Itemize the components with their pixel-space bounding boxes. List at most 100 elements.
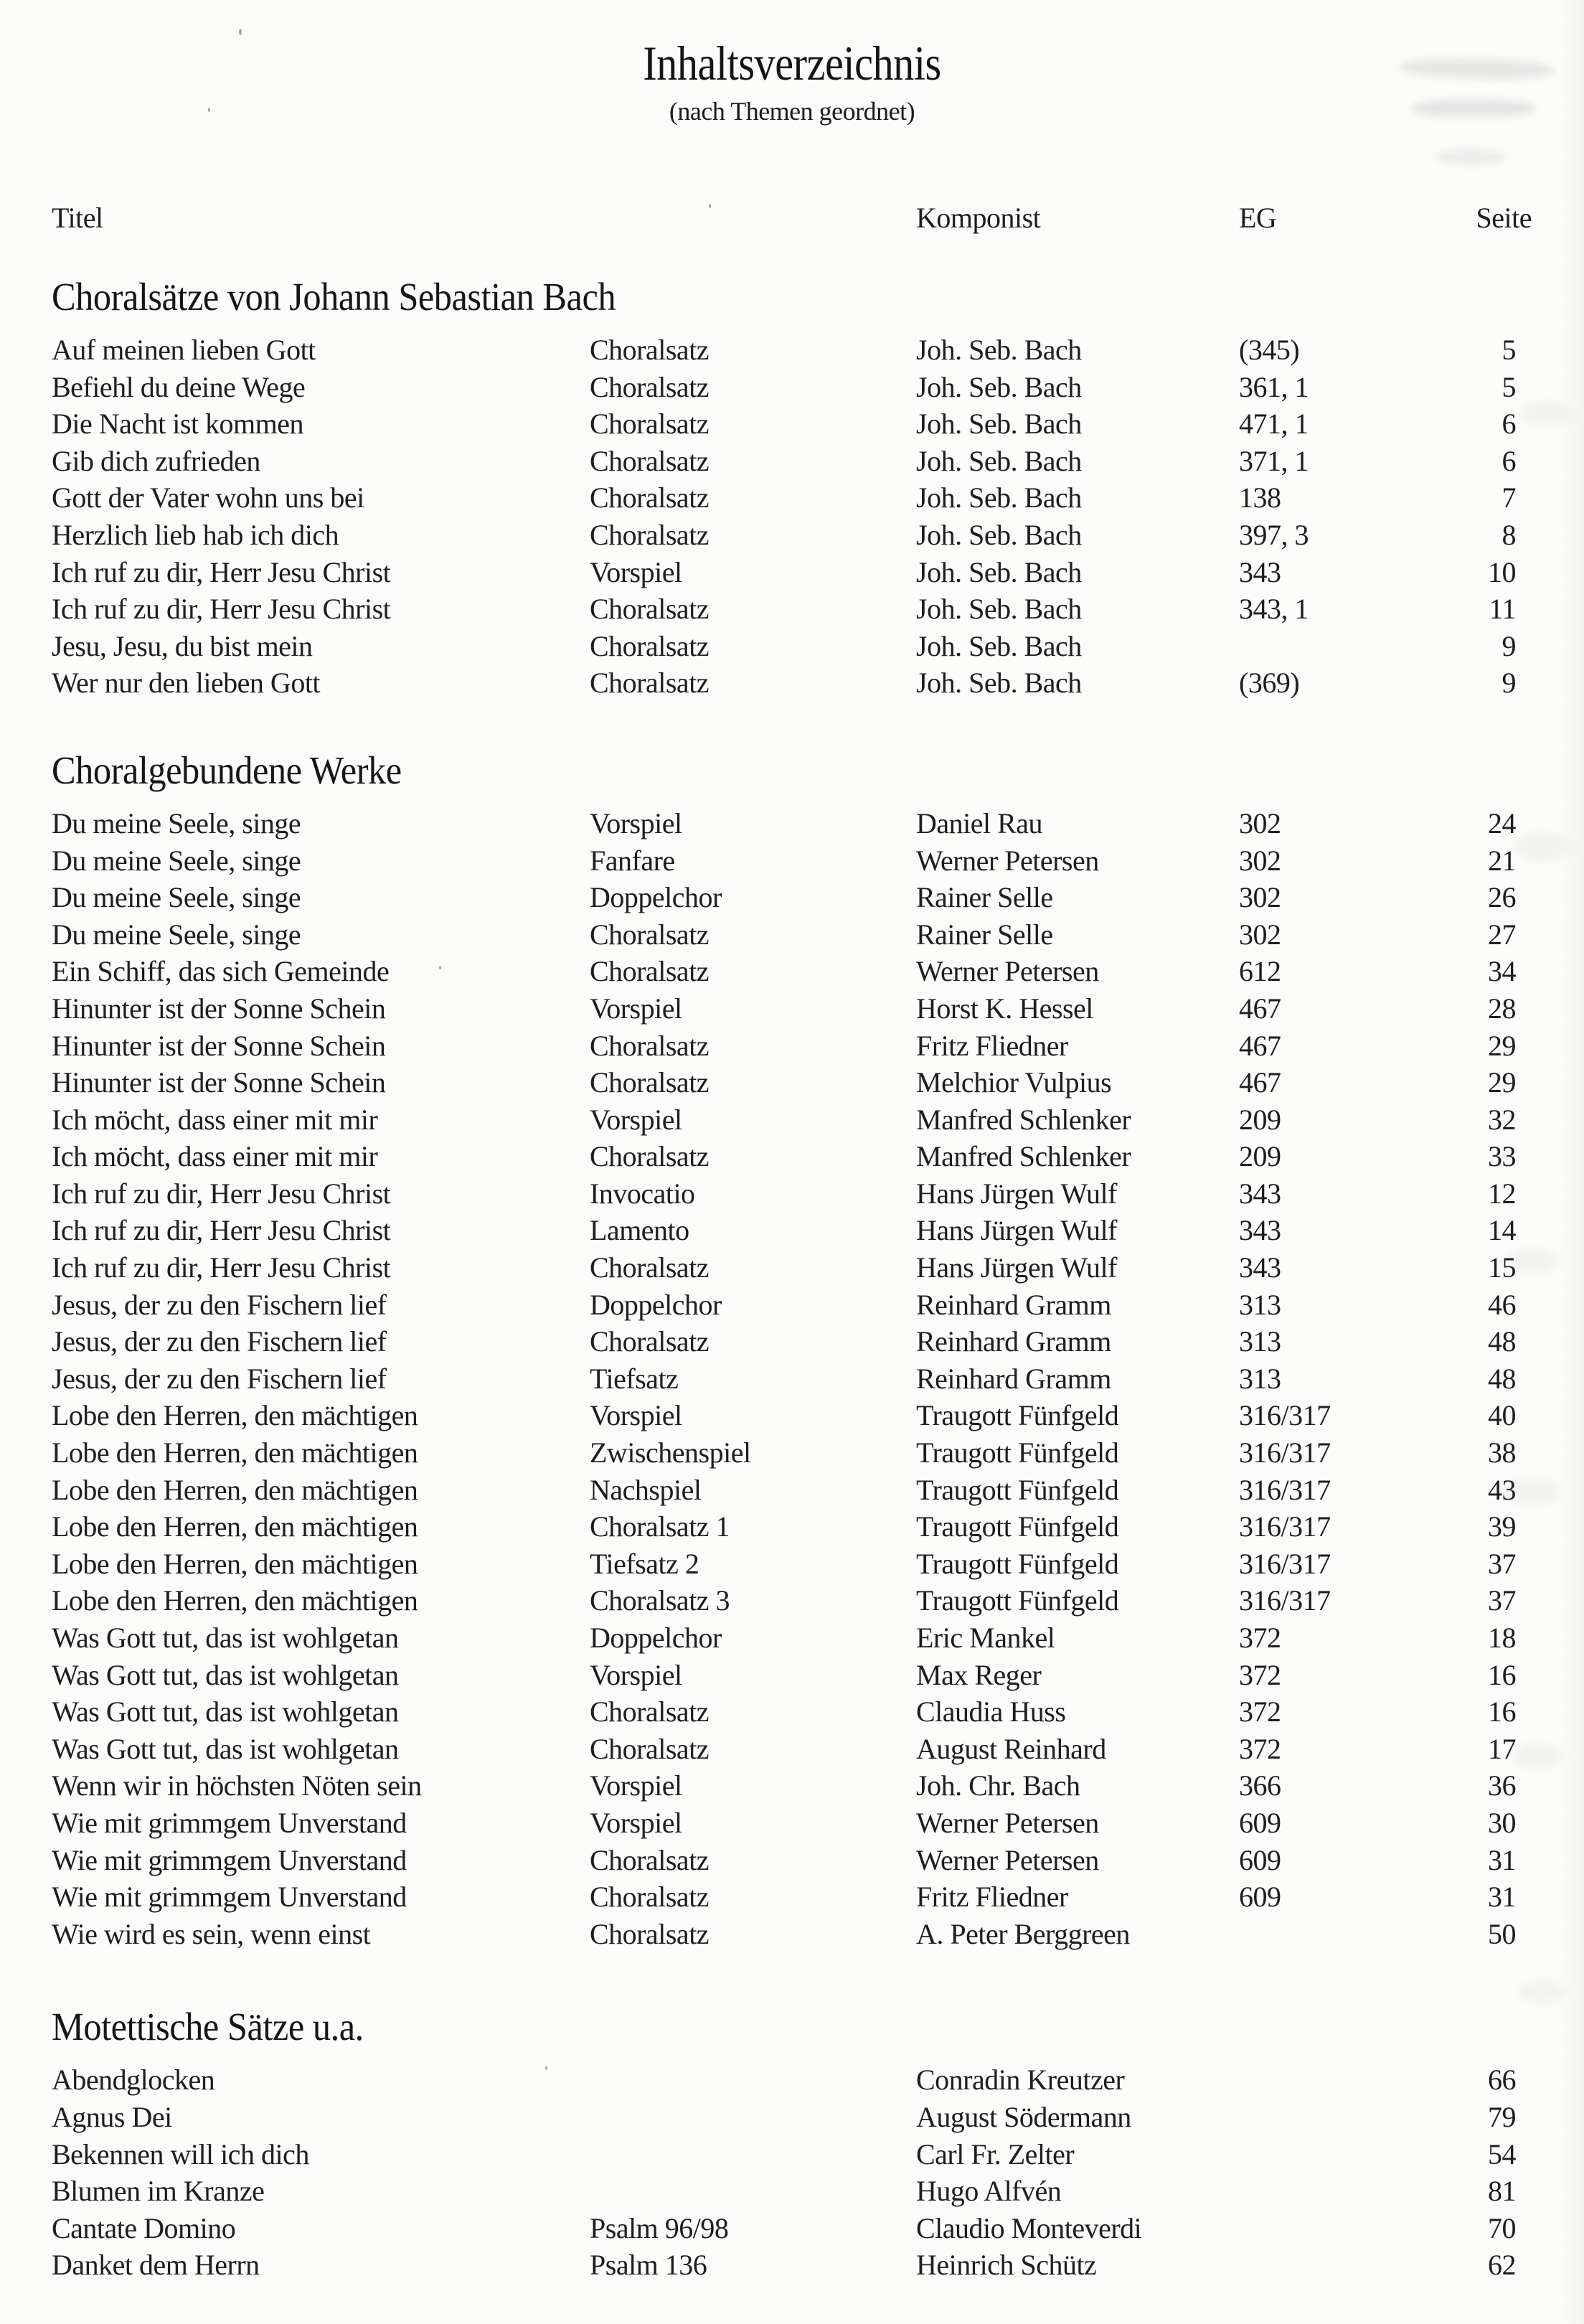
table-row: Ich möcht, dass einer mit mir Choralsatz… — [52, 1138, 1584, 1175]
cell-titel: Auf meinen lieben Gott — [52, 334, 316, 366]
table-row: Auf meinen lieben Gott Choralsatz Joh. S… — [52, 331, 1584, 369]
cell-titel: Wer nur den lieben Gott — [52, 667, 321, 700]
cell-titel: Wie mit grimmgem Unverstand — [52, 1881, 407, 1914]
table-row: Lobe den Herren, den mächtigen Vorspiel … — [52, 1397, 1584, 1434]
cell-seite: 40 — [1488, 1399, 1517, 1432]
cell-titel: Bekennen will ich dich — [52, 2137, 309, 2170]
cell-titel: Jesus, der zu den Fischern lief — [52, 1362, 387, 1395]
table-row: Ein Schiff, das sich Gemeinde Choralsatz… — [52, 953, 1584, 990]
cell-satz: Choralsatz — [590, 593, 710, 626]
column-header-komponist: Komponist — [916, 202, 1041, 234]
cell-titel: Ich ruf zu dir, Herr Jesu Christ — [52, 1214, 391, 1247]
table-row: Ich ruf zu dir, Herr Jesu Christ Chorals… — [52, 591, 1584, 628]
cell-titel: Agnus Dei — [52, 2100, 172, 2133]
cell-eg: 372 — [1239, 1622, 1281, 1654]
toc-section: Choralgebundene Werke Du meine Seele, si… — [0, 748, 1584, 1952]
cell-satz: Vorspiel — [590, 1769, 682, 1802]
cell-titel: Du meine Seele, singe — [52, 918, 301, 951]
cell-titel: Befiehl du deine Wege — [52, 370, 306, 403]
cell-seite: 81 — [1488, 2175, 1517, 2208]
table-row: Ich ruf zu dir, Herr Jesu Christ Lamento… — [52, 1212, 1584, 1249]
cell-eg: 316/317 — [1239, 1473, 1331, 1506]
cell-komponist: Fritz Fliedner — [916, 1881, 1068, 1914]
cell-satz: Vorspiel — [590, 1658, 682, 1691]
cell-komponist: Joh. Chr. Bach — [916, 1769, 1080, 1802]
toc-body: Choralsätze von Johann Sebastian Bach Au… — [0, 274, 1584, 2284]
section-heading: Choralgebundene Werke — [52, 749, 402, 793]
cell-satz: Vorspiel — [590, 1806, 682, 1839]
cell-satz: Choralsatz — [590, 1695, 710, 1728]
cell-seite: 29 — [1488, 1066, 1517, 1099]
cell-komponist: Joh. Seb. Bach — [916, 555, 1082, 588]
cell-seite: 6 — [1502, 408, 1517, 441]
cell-satz: Choralsatz — [590, 1140, 710, 1173]
table-row: Befiehl du deine Wege Choralsatz Joh. Se… — [52, 369, 1584, 406]
table-row: Hinunter ist der Sonne Schein Choralsatz… — [52, 1027, 1584, 1065]
table-row: Du meine Seele, singe Doppelchor Rainer … — [52, 879, 1584, 916]
table-row: Lobe den Herren, den mächtigen Tiefsatz … — [52, 1546, 1584, 1583]
cell-seite: 5 — [1502, 334, 1517, 366]
cell-satz: Choralsatz 1 — [590, 1510, 730, 1543]
cell-eg: 612 — [1239, 955, 1281, 988]
cell-titel: Ich ruf zu dir, Herr Jesu Christ — [52, 1177, 391, 1210]
table-row: Wie mit grimmgem Unverstand Choralsatz W… — [52, 1842, 1584, 1879]
cell-satz: Choralsatz — [590, 1881, 710, 1914]
cell-seite: 16 — [1488, 1658, 1517, 1691]
cell-komponist: Werner Petersen — [916, 1843, 1099, 1876]
cell-komponist: Joh. Seb. Bach — [916, 593, 1082, 626]
cell-seite: 7 — [1502, 481, 1517, 514]
cell-satz: Psalm 96/98 — [590, 2211, 729, 2244]
cell-komponist: Heinrich Schütz — [916, 2249, 1097, 2282]
cell-titel: Abendglocken — [52, 2064, 215, 2097]
table-row: Blumen im Kranze Hugo Alfvén 81 — [52, 2173, 1584, 2210]
cell-eg: 313 — [1239, 1288, 1281, 1321]
cell-titel: Wie mit grimmgem Unverstand — [52, 1843, 407, 1876]
table-row: Lobe den Herren, den mächtigen Zwischens… — [52, 1434, 1584, 1472]
cell-komponist: Traugott Fünfgeld — [916, 1547, 1119, 1580]
cell-komponist: August Södermann — [916, 2100, 1131, 2133]
cell-seite: 6 — [1502, 444, 1517, 477]
cell-eg: 609 — [1239, 1881, 1281, 1914]
cell-titel: Du meine Seele, singe — [52, 806, 301, 839]
cell-seite: 11 — [1489, 593, 1516, 626]
cell-eg: 372 — [1239, 1732, 1281, 1765]
cell-titel: Blumen im Kranze — [52, 2175, 265, 2208]
cell-titel: Ich ruf zu dir, Herr Jesu Christ — [52, 593, 391, 626]
cell-eg: 343 — [1239, 1177, 1281, 1210]
table-row: Gib dich zufrieden Choralsatz Joh. Seb. … — [52, 443, 1584, 480]
cell-eg: 471, 1 — [1239, 408, 1309, 441]
cell-seite: 27 — [1488, 918, 1517, 951]
cell-komponist: Reinhard Gramm — [916, 1362, 1111, 1395]
cell-titel: Lobe den Herren, den mächtigen — [52, 1510, 418, 1543]
cell-satz: Choralsatz — [590, 1843, 710, 1876]
cell-eg: 609 — [1239, 1843, 1281, 1876]
cell-satz: Choralsatz — [590, 1325, 710, 1358]
column-header-row: Titel Komponist EG Seite — [52, 199, 1584, 237]
cell-titel: Danket dem Herrn — [52, 2249, 260, 2282]
cell-titel: Lobe den Herren, den mächtigen — [52, 1547, 418, 1580]
cell-komponist: Daniel Rau — [916, 806, 1043, 839]
section-heading: Choralsätze von Johann Sebastian Bach — [52, 276, 616, 319]
table-row: Hinunter ist der Sonne Schein Vorspiel H… — [52, 990, 1584, 1027]
cell-eg: 302 — [1239, 918, 1281, 951]
cell-eg: 313 — [1239, 1362, 1281, 1395]
cell-satz: Lamento — [590, 1214, 689, 1247]
cell-komponist: Hans Jürgen Wulf — [916, 1177, 1118, 1210]
cell-komponist: Joh. Seb. Bach — [916, 481, 1082, 514]
table-row: Bekennen will ich dich Carl Fr. Zelter 5… — [52, 2136, 1584, 2173]
cell-satz: Choralsatz — [590, 1029, 710, 1062]
cell-komponist: August Reinhard — [916, 1732, 1106, 1765]
cell-eg: 343 — [1239, 1251, 1281, 1284]
cell-komponist: Hans Jürgen Wulf — [916, 1251, 1118, 1284]
cell-komponist: Traugott Fünfgeld — [916, 1436, 1119, 1469]
cell-seite: 9 — [1502, 629, 1517, 662]
table-row: Was Gott tut, das ist wohlgetan Choralsa… — [52, 1731, 1584, 1768]
cell-satz: Choralsatz — [590, 334, 710, 366]
cell-eg: 397, 3 — [1239, 518, 1309, 551]
cell-seite: 43 — [1488, 1473, 1517, 1506]
cell-seite: 21 — [1488, 844, 1517, 877]
cell-seite: 12 — [1488, 1177, 1517, 1210]
cell-seite: 48 — [1488, 1325, 1517, 1358]
cell-komponist: Eric Mankel — [916, 1622, 1055, 1654]
table-row: Wenn wir in höchsten Nöten sein Vorspiel… — [52, 1767, 1584, 1805]
